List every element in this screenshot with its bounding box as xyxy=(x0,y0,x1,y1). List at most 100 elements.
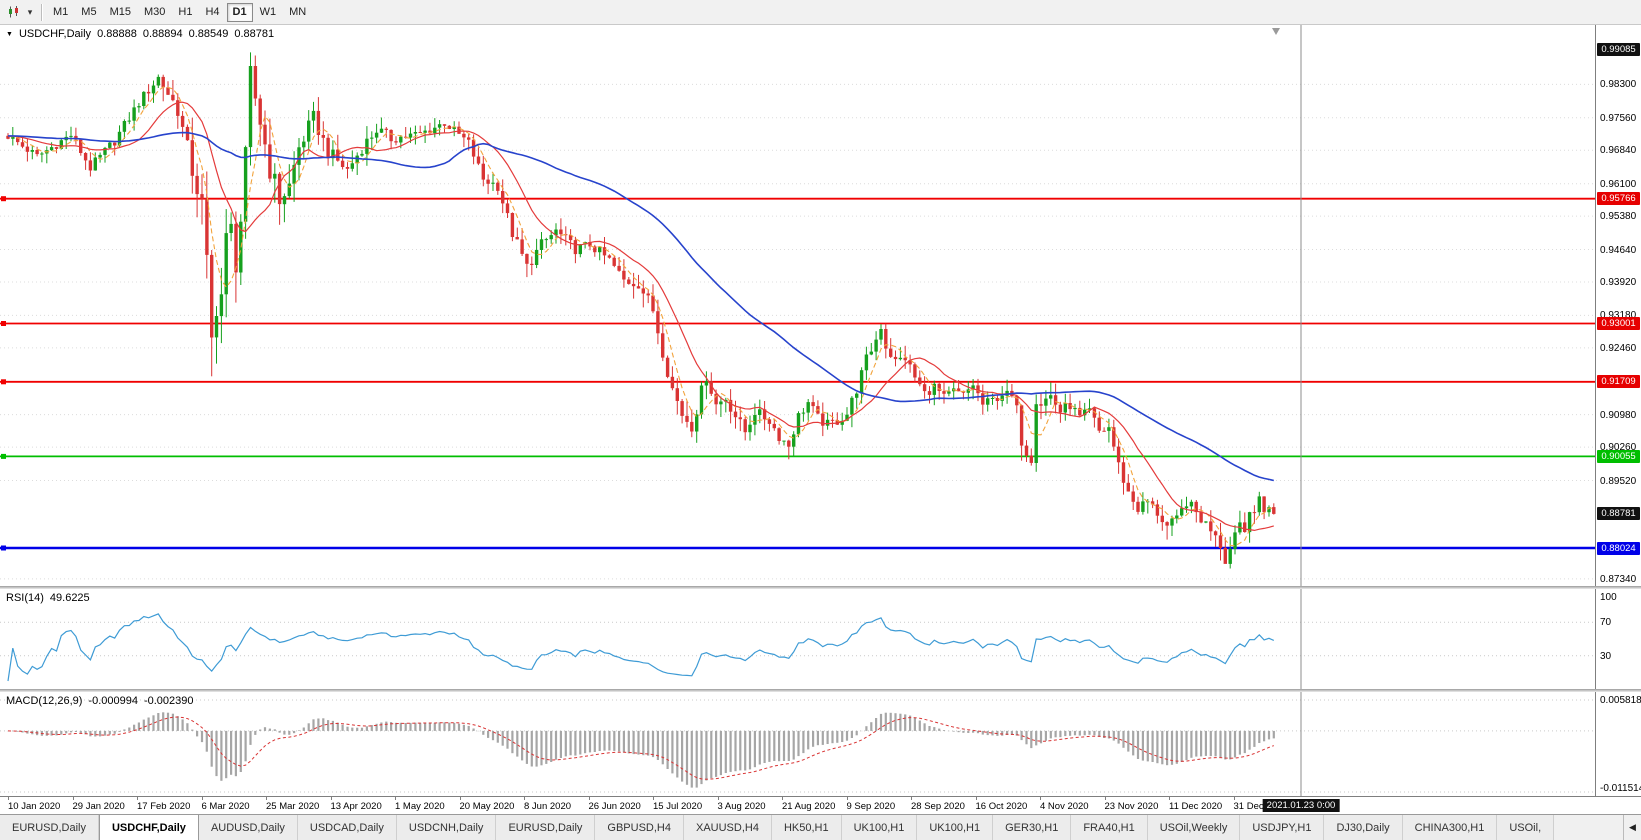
time-axis-tick xyxy=(459,797,461,800)
chart-title: ▼ USDCHF,Daily 0.88888 0.88894 0.88549 0… xyxy=(6,28,274,40)
time-axis-label: 13 Apr 2020 xyxy=(330,801,382,812)
chart-tab-hk50-h1[interactable]: HK50,H1 xyxy=(771,815,842,840)
time-axis-tick xyxy=(846,797,848,800)
timeframe-button-h4[interactable]: H4 xyxy=(205,6,220,18)
time-axis-label: 1 May 2020 xyxy=(395,801,445,812)
timeframe-buttons-group: M1 M5 M15 M30 H1 H4 D1 W1 MN xyxy=(47,2,312,22)
time-axis-label: 17 Feb 2020 xyxy=(137,801,191,812)
chart-tab-uk100-h1[interactable]: UK100,H1 xyxy=(841,815,918,840)
price-axis-label: 0.96840 xyxy=(1600,145,1637,157)
support-price-badge-blue: 0.88024 xyxy=(1597,541,1640,555)
time-axis-tick xyxy=(330,797,332,800)
price-axis-label: 0.87340 xyxy=(1600,573,1637,585)
current-price-badge: 0.88781 xyxy=(1597,507,1640,521)
chart-tab-eurusd-daily[interactable]: EURUSD,Daily xyxy=(0,815,99,840)
panel-separator-2[interactable] xyxy=(0,689,1641,692)
time-axis-label: 26 Jun 2020 xyxy=(588,801,641,812)
chart-tab-usdcnh-daily[interactable]: USDCNH,Daily xyxy=(396,815,497,840)
time-axis-label: 20 May 2020 xyxy=(459,801,515,812)
rsi-axis[interactable]: 100 70 30 xyxy=(1595,589,1641,689)
chart-high-value: 0.88894 xyxy=(142,28,183,40)
price-axis-label: 0.95380 xyxy=(1600,211,1637,223)
rsi-axis-label: 30 xyxy=(1600,650,1612,662)
timeframe-button-h1[interactable]: H1 xyxy=(178,6,193,18)
resistance-price-badge-2: 0.93001 xyxy=(1597,316,1640,330)
time-axis-label: 28 Sep 2020 xyxy=(911,801,965,812)
time-axis-label: 8 Jun 2020 xyxy=(524,801,572,812)
time-axis-label: 9 Sep 2020 xyxy=(846,801,896,812)
time-axis-tick xyxy=(137,797,138,800)
time-axis-label: 6 Mar 2020 xyxy=(201,801,250,812)
chart-tab-usdchf-daily[interactable]: USDCHF,Daily xyxy=(98,815,199,840)
rsi-title: RSI(14) 49.6225 xyxy=(6,592,90,604)
resistance-price-badge-3: 0.91709 xyxy=(1597,375,1640,389)
rsi-indicator-panel: RSI(14) 49.6225 100 70 30 xyxy=(0,589,1641,689)
price-chart-canvas[interactable] xyxy=(0,25,1595,586)
timeframe-button-m15[interactable]: M15 xyxy=(109,6,131,18)
time-axis-tick xyxy=(1233,797,1235,800)
macd-axis[interactable]: 0.005818 -0.011514 xyxy=(1595,692,1641,796)
timeframe-button-m30[interactable]: M30 xyxy=(143,6,166,18)
support-price-badge-green: 0.90055 xyxy=(1597,449,1640,463)
macd-axis-label: -0.011514 xyxy=(1600,783,1641,794)
chart-type-icon[interactable] xyxy=(4,3,24,22)
tab-scroll-left-button[interactable]: ◀ xyxy=(1623,815,1641,840)
chart-tab-xauusd-h4[interactable]: XAUUSD,H4 xyxy=(683,815,772,840)
rsi-value: 49.6225 xyxy=(49,592,90,604)
timeframe-button-m5[interactable]: M5 xyxy=(81,6,97,18)
time-axis[interactable]: 10 Jan 2020 29 Jan 2020 17 Feb 2020 6 Mar 2… xyxy=(0,796,1641,814)
main-chart-panel: ▼ USDCHF,Daily 0.88888 0.88894 0.88549 0… xyxy=(0,25,1641,586)
chart-type-dropdown-caret[interactable]: ▾ xyxy=(27,6,33,17)
chart-tab-china300-h1[interactable]: CHINA300,H1 xyxy=(1402,815,1498,840)
macd-axis-label: 0.005818 xyxy=(1600,695,1641,706)
time-axis-tick xyxy=(717,797,719,800)
time-axis-tick xyxy=(266,797,267,800)
chart-tab-audusd-daily[interactable]: AUDUSD,Daily xyxy=(198,815,298,840)
chart-tab-uk100-h1[interactable]: UK100,H1 xyxy=(917,815,994,840)
macd-label: MACD(12,26,9) xyxy=(6,695,83,707)
macd-title: MACD(12,26,9) -0.000994 -0.002390 xyxy=(6,695,194,707)
timeframe-button-d1[interactable]: D1 xyxy=(226,2,253,22)
chart-open-value: 0.88888 xyxy=(97,28,137,40)
timeframe-button-mn[interactable]: MN xyxy=(289,6,307,18)
toolbar-separator xyxy=(41,3,42,21)
chart-tab-dj30-daily[interactable]: DJ30,Daily xyxy=(1324,815,1403,840)
price-axis-label: 0.97560 xyxy=(1600,112,1637,124)
time-axis-tick xyxy=(8,797,9,800)
chart-tab-fra40-h1[interactable]: FRA40,H1 xyxy=(1071,815,1148,840)
price-axis-label: 0.96100 xyxy=(1600,178,1637,190)
timeframe-button-m1[interactable]: M1 xyxy=(53,6,69,18)
chart-tab-eurusd-daily[interactable]: EURUSD,Daily xyxy=(496,815,596,840)
time-axis-label: 3 Aug 2020 xyxy=(717,801,766,812)
time-axis-tick xyxy=(782,797,783,800)
price-axis-label: 0.98300 xyxy=(1600,79,1637,91)
price-axis-label: 0.93920 xyxy=(1600,277,1637,288)
macd-chart-canvas[interactable] xyxy=(0,692,1595,796)
time-axis-label: 4 Nov 2020 xyxy=(1040,801,1089,812)
one-click-trading-toggle-icon[interactable]: ▼ xyxy=(6,30,13,38)
price-axis-label: 0.94640 xyxy=(1600,244,1637,256)
rsi-chart-canvas[interactable] xyxy=(0,589,1595,689)
price-axis-label: 0.89520 xyxy=(1600,475,1637,487)
panel-separator-1[interactable] xyxy=(0,586,1641,589)
chart-tab-usoil-weekly[interactable]: USOil,Weekly xyxy=(1147,815,1241,840)
chart-tab-ger30-h1[interactable]: GER30,H1 xyxy=(993,815,1072,840)
price-axis[interactable]: 0.98300 0.97560 0.96840 0.96100 0.95380 0.946… xyxy=(1595,25,1641,586)
timeframe-toolbar: ▾ M1 M5 M15 M30 H1 H4 D1 W1 MN xyxy=(0,0,1641,25)
chart-tab-usoil[interactable]: USOil, xyxy=(1497,815,1555,840)
time-axis-tick xyxy=(524,797,525,800)
price-axis-label: 0.92460 xyxy=(1600,342,1637,354)
time-axis-label: 21 Aug 2020 xyxy=(782,801,836,812)
chart-tab-usdcad-daily[interactable]: USDCAD,Daily xyxy=(297,815,397,840)
time-axis-tick xyxy=(395,797,396,800)
chart-tab-bar: EURUSD,Daily USDCHF,Daily AUDUSD,Daily USDC… xyxy=(0,814,1641,840)
rsi-axis-label: 100 xyxy=(1600,592,1617,603)
chart-tab-gbpusd-h4[interactable]: GBPUSD,H4 xyxy=(595,815,684,840)
time-axis-label: 23 Nov 2020 xyxy=(1104,801,1159,812)
timeframe-button-w1[interactable]: W1 xyxy=(259,6,277,18)
time-axis-label: 25 Mar 2020 xyxy=(266,801,320,812)
time-axis-tick xyxy=(201,797,203,800)
vertical-line-date-badge: 2021.01.23 0:00 xyxy=(1262,799,1340,812)
chart-tab-usdjpy-h1[interactable]: USDJPY,H1 xyxy=(1240,815,1325,840)
